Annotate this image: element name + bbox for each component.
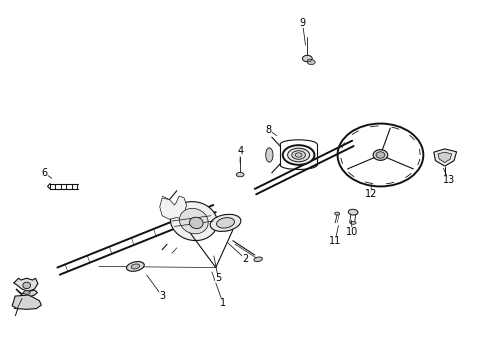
Text: 4: 4 [237,147,243,157]
Ellipse shape [376,152,385,158]
Text: 13: 13 [442,175,455,185]
Ellipse shape [373,150,388,160]
Ellipse shape [179,208,208,234]
Polygon shape [438,152,451,162]
Ellipse shape [295,153,302,157]
Polygon shape [14,278,38,292]
Ellipse shape [302,55,312,62]
Ellipse shape [288,148,310,162]
Text: 9: 9 [299,18,306,28]
Ellipse shape [283,145,315,165]
Text: 11: 11 [329,236,341,246]
Ellipse shape [217,218,235,228]
Ellipse shape [190,217,203,229]
Text: 8: 8 [265,125,271,135]
Polygon shape [12,295,41,309]
Text: 6: 6 [41,168,48,178]
Text: 12: 12 [365,189,377,199]
Text: 10: 10 [346,227,358,237]
Ellipse shape [236,172,244,177]
Polygon shape [434,149,457,166]
Ellipse shape [266,148,273,162]
Ellipse shape [24,291,30,294]
Ellipse shape [254,257,263,262]
Ellipse shape [307,60,315,64]
Text: 5: 5 [215,273,221,283]
Ellipse shape [131,264,140,269]
Text: 2: 2 [242,253,248,264]
Ellipse shape [307,59,311,62]
Ellipse shape [126,262,144,271]
Ellipse shape [348,209,358,215]
Polygon shape [16,289,37,297]
Text: 3: 3 [159,291,165,301]
Ellipse shape [171,202,217,240]
Polygon shape [160,196,187,219]
Text: 1: 1 [220,298,226,308]
Ellipse shape [350,221,356,224]
Text: 7: 7 [12,308,18,318]
Ellipse shape [23,282,30,289]
Ellipse shape [335,212,340,215]
Ellipse shape [292,151,305,159]
Ellipse shape [210,214,241,231]
